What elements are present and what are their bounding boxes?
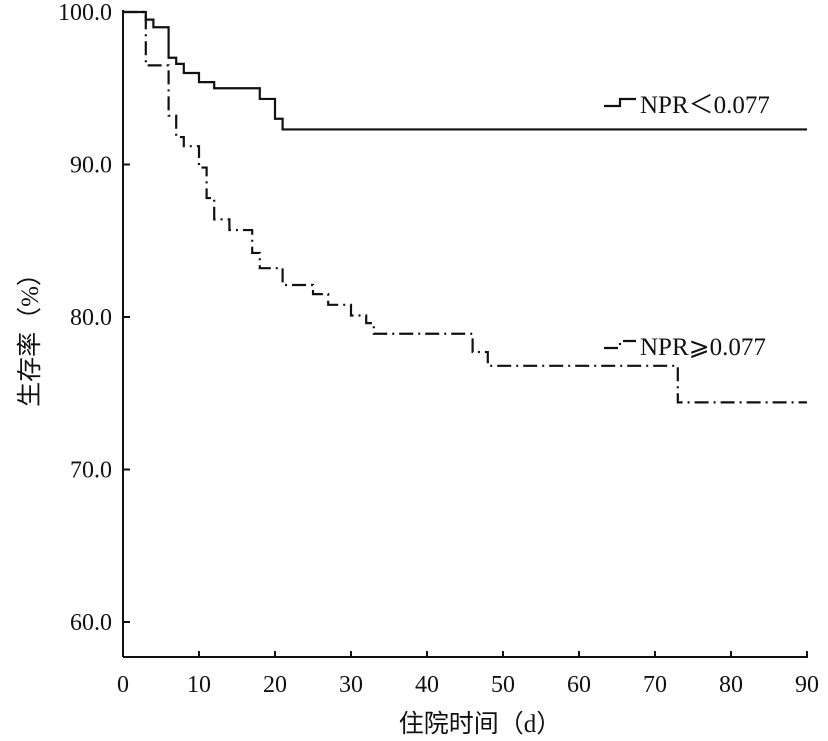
survival-curve-low-npr — [123, 10, 807, 131]
x-tick-label: 80 — [719, 672, 743, 698]
y-tick-label: 70.0 — [70, 458, 112, 484]
x-tick-label: 50 — [491, 672, 515, 698]
y-axis-label: 生存率（%） — [16, 261, 44, 407]
legend-label-low-npr: NPR＜0.077 — [640, 92, 770, 119]
y-tick-label: 80.0 — [70, 305, 112, 331]
y-tick-label: 100.0 — [58, 0, 112, 26]
x-tick-label: 30 — [339, 672, 363, 698]
y-tick-label: 60.0 — [70, 610, 112, 636]
x-tick-label: 70 — [643, 672, 667, 698]
x-tick-label: 40 — [415, 672, 439, 698]
x-axis-label: 住院时间（d） — [399, 710, 562, 738]
survival-curve-high-npr — [123, 10, 807, 404]
legend-swatch-high-npr — [604, 339, 636, 350]
x-tick-label: 10 — [187, 672, 211, 698]
x-tick-label: 60 — [567, 672, 591, 698]
legend-label-high-npr: NPR⩾0.077 — [640, 334, 766, 361]
legend-swatch-low-npr — [604, 97, 636, 108]
x-tick-label: 20 — [263, 672, 287, 698]
x-tick-label: 90 — [795, 672, 819, 698]
x-tick-label: 0 — [117, 672, 129, 698]
y-tick-label: 90.0 — [70, 153, 112, 179]
